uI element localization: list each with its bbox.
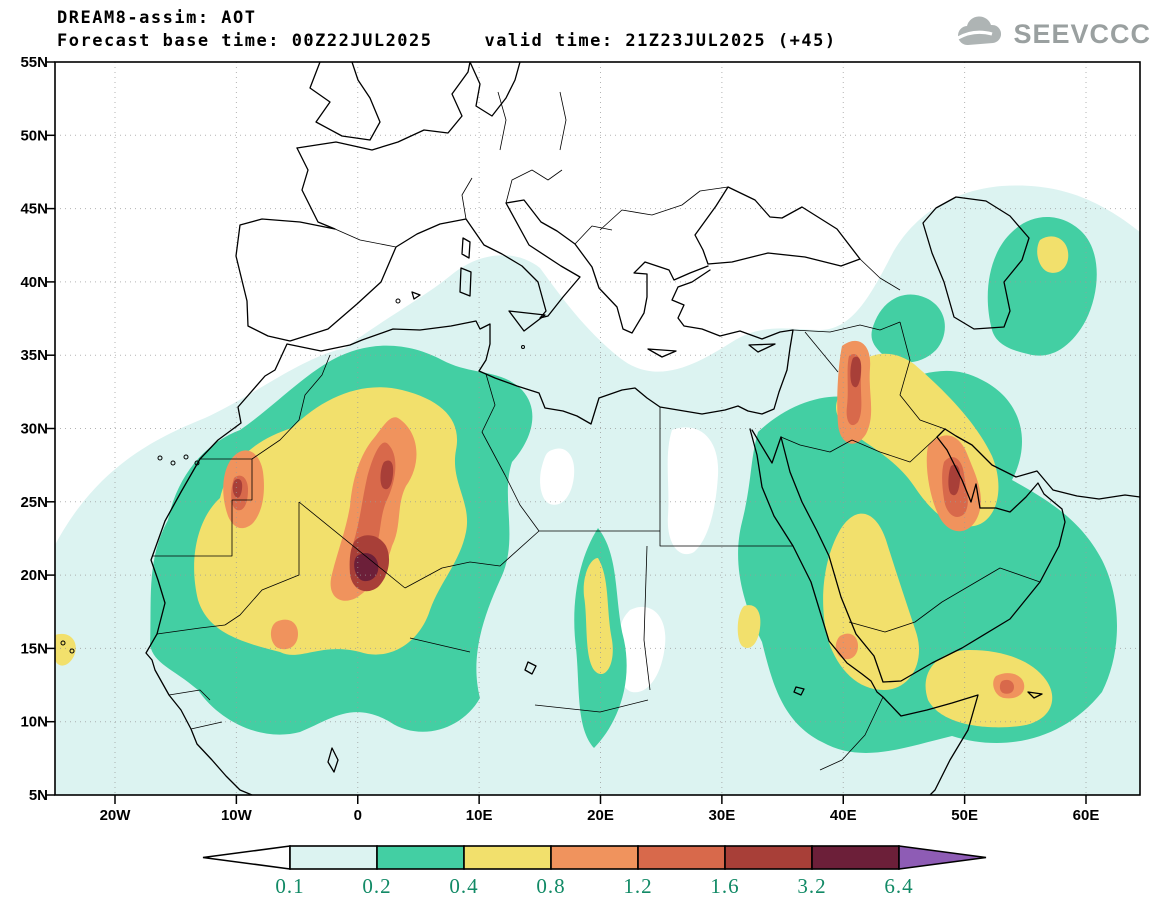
logo-text: SEEVCCC [1013,18,1151,49]
border-morocco-algeria [251,354,331,460]
aot-region-1p6-algeria [380,460,394,490]
lat-tick-label: 55N [20,54,48,71]
aot-region-1p6-mauritania [232,479,243,498]
border-yemen-oman-saudi [848,567,1041,633]
coast-red-sea-horn [749,428,979,795]
coast-turkey-north-africa [145,269,794,795]
colorbar-label: 1.6 [710,874,739,898]
forecast-base-time: Forecast base time: 00Z22JUL2025 [57,31,433,51]
lon-tick-label: 20E [587,807,614,824]
border-horn-sahel [409,637,884,771]
lat-tick-label: 15N [20,640,48,657]
colorbar-segment [289,845,378,870]
colorbar-segment [550,845,639,870]
border-layer [152,91,1041,771]
aot-region-1p2-aden-core [999,679,1014,694]
seevccc-logo: SEEVCCC [953,16,1151,52]
aot-fill-layer [55,185,1140,795]
colorbar-arrow-left [202,845,291,870]
lat-tick-label: 35N [20,347,48,364]
lat-tick-label: 50N [20,127,48,144]
cloud-icon [957,16,1002,46]
colorbar-segment [811,845,900,870]
lon-tick-label: 30E [709,807,736,824]
colorbar-segment [724,845,813,870]
lon-tick-label: 20W [100,807,132,824]
coastline-layer [145,62,1140,795]
coast-sinai [751,429,782,464]
clear-hole-egypt [667,427,719,555]
clear-hole-libya [540,448,575,505]
aot-region-0p2-caspian [987,217,1097,356]
border-algeria-libya-tunisia [481,373,540,532]
lon-tick-label: 60E [1073,807,1100,824]
border-west-africa [168,689,223,730]
lon-tick-label: 40E [830,807,857,824]
lat-tick-label: 40N [20,274,48,291]
coast-black-sea [694,186,861,267]
border-algeria-mali-mauritania [224,501,406,626]
colorbar-label: 0.2 [362,874,391,898]
lat-tick-label: 20N [20,567,48,584]
colorbar-segment [376,845,465,870]
lon-tick-label: 0 [354,807,362,824]
colorbar: 0.1 0.2 0.4 0.8 1.2 1.6 3.2 6.4 [202,845,987,898]
colorbar-label: 3.2 [797,874,826,898]
colorbar-label: 6.4 [884,874,913,898]
border-chad-sudan [643,545,651,691]
border-turkey-iraq-iran [792,321,946,430]
aot-region-0p4-caspian-spot [1037,236,1069,273]
colorbar-segment [463,845,552,870]
forecast-valid-time: valid time: 21Z23JUL2025 (+45) [484,31,837,51]
forecast-times: Forecast base time: 00Z22JUL2025 valid ti… [57,31,837,51]
border-western-sahara [152,458,253,557]
aot-region-0p4-chad [583,558,613,675]
axis-ticks [46,61,1087,804]
small-islands [60,298,525,654]
lon-tick-label: 50E [951,807,978,824]
aot-region-0p4-west-edge [55,633,76,666]
axis-labels: 55N 50N 45N 40N 35N 30N 25N 20N 15N 10N 5N 20W 10W 0 1… [20,54,1099,824]
lat-tick-label: 5N [29,787,48,804]
lon-tick-label: 10W [221,807,253,824]
border-syria-iraq [804,331,839,373]
lon-tick-label: 10E [466,807,493,824]
coast-arabia-gulf-iran [780,428,1140,683]
aot-region-0p8-mali-west [270,619,298,650]
colorbar-label: 0.1 [275,874,304,898]
aot-region-0p4-gulf-of-aden [925,650,1053,728]
aot-region-0p2-arabia-horn [738,370,1117,753]
lat-tick-label: 45N [20,201,48,218]
colorbar-label: 0.4 [449,874,478,898]
aot-region-1p6-gulf [948,464,961,496]
clear-hole-sudan [616,606,666,693]
aot-region-0p2-east-anatolia [871,294,945,363]
coast-caspian-sea [922,196,1030,330]
page-title: DREAM8-assim: AOT [57,8,257,28]
map-interior [55,62,1140,795]
border-niger-libya-chad [404,530,660,589]
graticule [55,62,1140,795]
colorbar-arrow-right [898,845,987,870]
colorbar-label: 0.8 [536,874,565,898]
coast-lakes [327,661,805,773]
aot-region-1p6-iraq [850,356,862,388]
lat-tick-label: 30N [20,421,48,438]
border-saudi-iraq-jordan [780,436,938,463]
colorbar-segment [637,845,726,870]
lat-tick-label: 10N [20,714,48,731]
coast-islands [411,237,1043,699]
coast-britain-channel [296,62,521,151]
lat-tick-label: 25N [20,494,48,511]
border-europe-hints [334,91,901,291]
aot-region-3p2-mali-core [354,553,379,582]
aot-region-0p4-sudan-spot [737,605,761,648]
border-senegal-river [156,624,226,635]
border-libya-egypt-sudan [659,407,793,547]
colorbar-label: 1.2 [623,874,652,898]
aot-region-0p8-red-sea-coast [835,633,858,660]
